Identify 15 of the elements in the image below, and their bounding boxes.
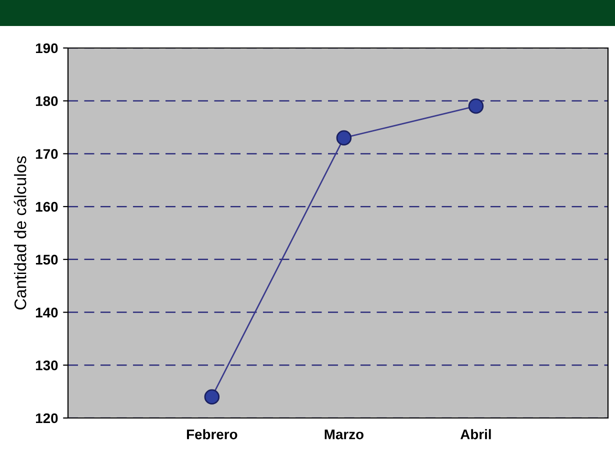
y-tick-label: 140 xyxy=(36,308,58,318)
y-tick-label: 180 xyxy=(36,96,58,106)
y-tick-label: 190 xyxy=(36,43,58,54)
point xyxy=(468,98,484,114)
y-tick-label: 160 xyxy=(36,202,58,212)
y-tick-label: 130 xyxy=(36,360,58,370)
x-tick-label: Febrero xyxy=(186,429,238,440)
point xyxy=(336,130,352,146)
y-axis-title: Cantidad de cálculos xyxy=(14,156,26,310)
y-tick-label: 170 xyxy=(36,149,58,159)
point xyxy=(204,389,220,404)
y-tick-label: 150 xyxy=(36,254,58,265)
x-tick-label: Marzo xyxy=(324,430,364,440)
x-tick-label: Abril xyxy=(460,429,491,440)
y-tick-label: 120 xyxy=(36,413,58,424)
